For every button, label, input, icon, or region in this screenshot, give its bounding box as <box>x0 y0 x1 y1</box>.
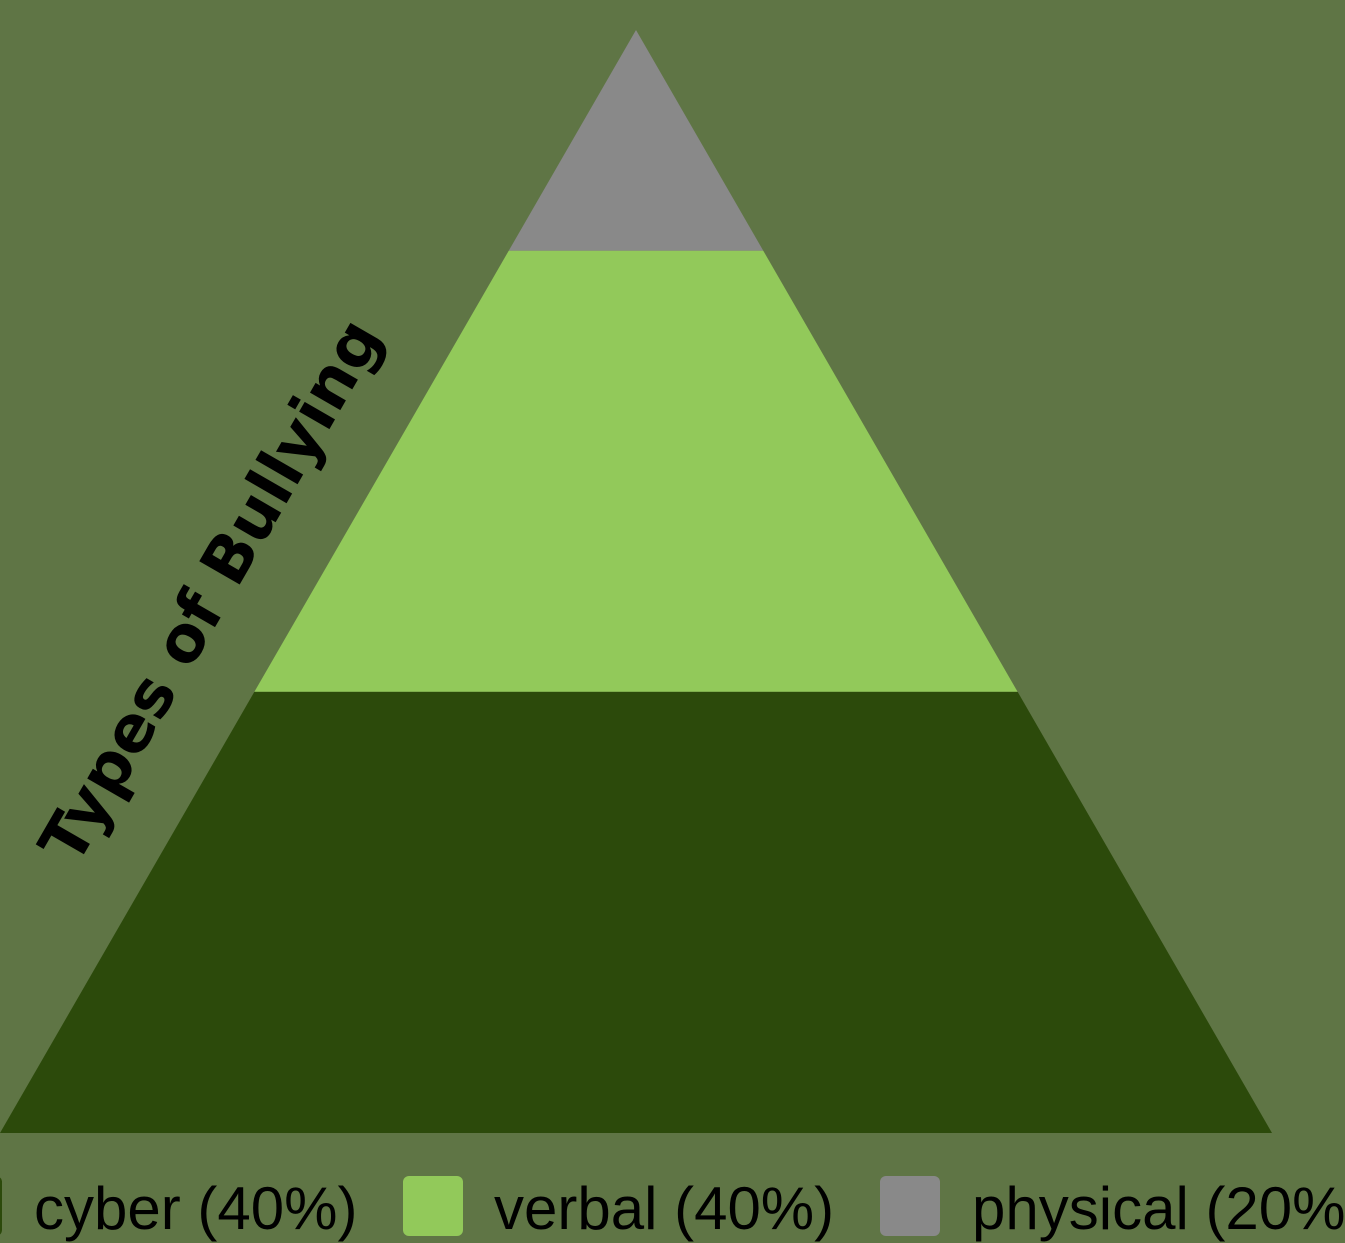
legend-swatch-physical <box>880 1176 940 1236</box>
legend-label-cyber: cyber (40%) <box>34 1175 357 1242</box>
legend-label-verbal: verbal (40%) <box>494 1175 834 1242</box>
pyramid-segments <box>0 30 1272 1133</box>
legend: cyber (40%) verbal (40%) physical (20%) <box>0 1175 1345 1242</box>
legend-label-physical: physical (20%) <box>972 1175 1345 1242</box>
segment-verbal <box>254 250 1018 692</box>
legend-swatch-cyber <box>0 1177 2 1235</box>
segment-cyber <box>0 691 1272 1133</box>
segment-physical <box>508 30 764 251</box>
legend-swatch-verbal <box>403 1176 463 1236</box>
